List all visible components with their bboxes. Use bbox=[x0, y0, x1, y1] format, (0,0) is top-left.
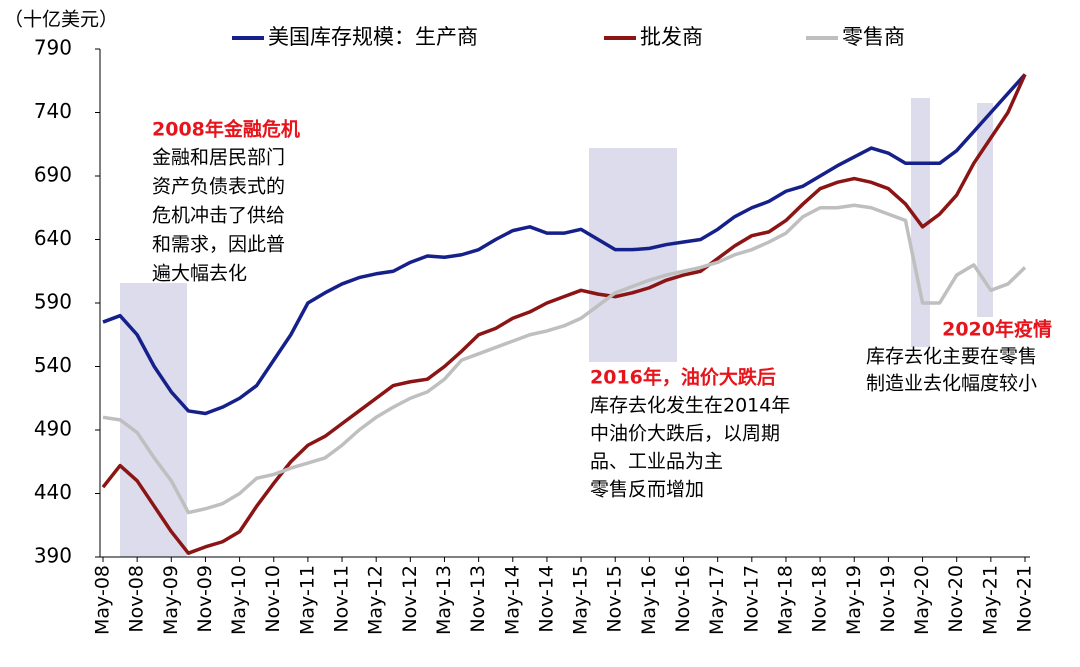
x-tick-label: Nov-08 bbox=[126, 565, 148, 633]
y-tick-label: 540 bbox=[34, 353, 72, 377]
series-line bbox=[101, 73, 1027, 555]
annotation-text: 和需求，因此普 bbox=[152, 234, 285, 256]
y-tick-label: 590 bbox=[34, 290, 72, 314]
x-tick-label: Nov-16 bbox=[672, 565, 694, 633]
x-tick-label: May-09 bbox=[160, 565, 182, 635]
x-tick-label: Nov-11 bbox=[331, 565, 353, 633]
series-line bbox=[102, 73, 1027, 416]
legend-label: 零售商 bbox=[842, 25, 905, 49]
highlight-band bbox=[120, 283, 187, 557]
annotation-text: 零售反而增加 bbox=[590, 479, 704, 501]
annotation-text: 库存去化主要在零售 bbox=[866, 346, 1037, 368]
x-tick-label: Nov-18 bbox=[809, 565, 831, 633]
x-tick-label: May-17 bbox=[706, 565, 728, 635]
x-tick-label: May-21 bbox=[979, 565, 1001, 635]
x-tick-label: May-12 bbox=[365, 565, 387, 635]
x-tick-label: May-14 bbox=[501, 565, 523, 635]
x-tick-label: Nov-17 bbox=[740, 565, 762, 633]
x-tick-label: Nov-12 bbox=[399, 565, 421, 633]
annotation-text: 库存去化发生在2014年 bbox=[590, 395, 790, 417]
x-tick-label: Nov-10 bbox=[262, 565, 284, 633]
x-tick-label: Nov-09 bbox=[194, 565, 216, 633]
x-tick-label: May-13 bbox=[433, 565, 455, 635]
y-tick-label: 490 bbox=[34, 417, 72, 441]
unit-label: （十亿美元） bbox=[4, 9, 118, 31]
highlight-band bbox=[977, 103, 993, 317]
y-tick-label: 440 bbox=[34, 480, 72, 504]
x-tick-label: May-19 bbox=[843, 565, 865, 635]
annotation-text: 品、工业品为主 bbox=[590, 451, 723, 473]
legend-label: 批发商 bbox=[640, 25, 703, 49]
series-line bbox=[102, 203, 1027, 515]
legend-label: 美国库存规模：生产商 bbox=[268, 25, 478, 49]
x-tick-label: May-08 bbox=[92, 565, 114, 635]
x-tick-label: Nov-13 bbox=[467, 565, 489, 633]
annotation-title: 2020年疫情 bbox=[942, 318, 1052, 341]
annotation-text: 危机冲击了供给 bbox=[152, 205, 285, 227]
y-tick-label: 740 bbox=[34, 99, 72, 123]
annotation-title: 2008年金融危机 bbox=[152, 118, 300, 141]
annotation-text: 金融和居民部门 bbox=[152, 147, 285, 169]
annotation-title: 2016年，油价大跌后 bbox=[590, 366, 776, 389]
annotation-text: 中油价大跌后，以周期 bbox=[590, 423, 780, 445]
x-tick-label: May-15 bbox=[570, 565, 592, 635]
y-tick-label: 790 bbox=[34, 36, 72, 60]
x-tick-label: May-16 bbox=[638, 565, 660, 635]
x-tick-label: May-10 bbox=[228, 565, 250, 635]
annotation-text: 制造业去化幅度较小 bbox=[866, 373, 1037, 395]
y-tick-label: 390 bbox=[34, 544, 72, 568]
x-tick-label: May-18 bbox=[774, 565, 796, 635]
highlight-band bbox=[589, 148, 677, 362]
x-tick-label: Nov-15 bbox=[604, 565, 626, 633]
y-tick-label: 640 bbox=[34, 226, 72, 250]
x-tick-label: May-20 bbox=[911, 565, 933, 635]
x-tick-label: Nov-14 bbox=[535, 565, 557, 633]
annotation-text: 资产负债表式的 bbox=[152, 176, 285, 198]
x-tick-label: Nov-19 bbox=[877, 565, 899, 633]
x-tick-label: Nov-20 bbox=[945, 565, 967, 633]
annotation-text: 遍大幅去化 bbox=[152, 263, 247, 285]
x-tick-label: Nov-21 bbox=[1014, 565, 1036, 633]
x-tick-label: May-11 bbox=[296, 565, 318, 635]
y-tick-label: 690 bbox=[34, 163, 72, 187]
